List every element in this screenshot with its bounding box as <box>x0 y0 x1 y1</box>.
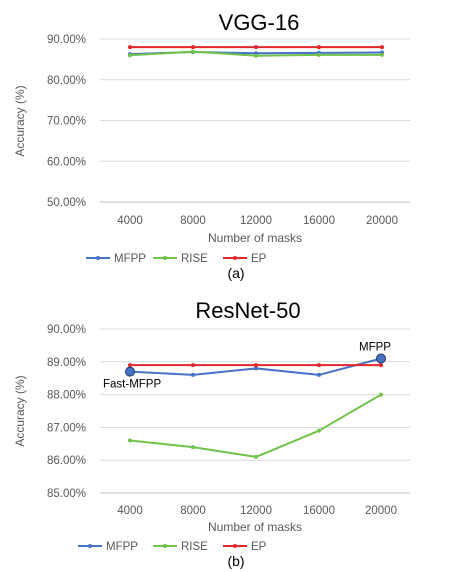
chart-a-caption: (a) <box>227 265 244 281</box>
chart-b-title: ResNet-50 <box>195 298 300 323</box>
y-tick-label: 60.00% <box>47 156 86 168</box>
data-point-ep <box>254 363 258 368</box>
chart-b-y-axis-label: Accuracy (%) <box>13 375 27 446</box>
data-point-ep <box>128 363 132 368</box>
chart-b-series <box>128 356 383 459</box>
legend-marker <box>163 256 167 260</box>
annotation-label: Fast-MFPP <box>103 379 161 391</box>
chart-a-title: VGG-16 <box>219 10 300 35</box>
data-point-mfpp <box>191 372 195 377</box>
data-point-rise <box>317 52 321 57</box>
legend-label: RISE <box>181 541 208 553</box>
data-point-ep <box>317 363 321 368</box>
chart-b-x-axis-label: Number of masks <box>208 520 302 534</box>
legend-label: RISE <box>181 253 208 265</box>
y-tick-label: 87.00% <box>47 422 86 434</box>
chart-a-y-ticks: 50.00% 60.00% 70.00% 80.00% 90.00% <box>47 34 86 209</box>
data-point-rise <box>191 49 195 54</box>
chart-b-y-ticks: 85.00% 86.00% 87.00% 88.00% 89.00% 90.00% <box>47 324 86 500</box>
x-tick-label: 8000 <box>180 505 206 517</box>
chart-a-x-axis-label: Number of masks <box>208 231 302 245</box>
data-point-rise <box>128 438 132 443</box>
data-point-rise <box>317 428 321 433</box>
x-tick-label: 16000 <box>303 215 335 227</box>
legend-marker <box>96 256 100 260</box>
x-tick-label: 4000 <box>117 215 143 227</box>
data-point-rise <box>191 445 195 450</box>
legend-label: MFPP <box>114 253 146 265</box>
y-tick-label: 88.00% <box>47 390 86 402</box>
chart-a-x-ticks: 4000 8000 12000 16000 20000 <box>117 215 398 227</box>
legend-marker <box>163 544 167 548</box>
legend-marker <box>88 544 92 548</box>
legend-label: MFPP <box>106 541 138 553</box>
data-point-rise <box>254 454 258 459</box>
y-tick-label: 70.00% <box>47 116 86 128</box>
data-point-ep <box>254 45 258 50</box>
chart-b-x-ticks: 4000 8000 12000 16000 20000 <box>117 505 397 517</box>
legend-marker <box>233 256 237 260</box>
chart-b-legend: MFPP RISE EP <box>78 541 267 553</box>
legend-marker <box>233 544 237 548</box>
x-tick-label: 20000 <box>365 505 397 517</box>
x-tick-label: 4000 <box>117 505 143 517</box>
chart-a-gridlines <box>100 38 410 203</box>
chart-b-gridlines <box>100 328 410 494</box>
chart-a-series <box>128 45 384 58</box>
chart-vgg16: VGG-16 50.00% 60.00% 70.00% 80.00% 90.00% 40… <box>13 10 410 281</box>
y-tick-label: 90.00% <box>47 324 86 336</box>
x-tick-label: 12000 <box>240 215 272 227</box>
data-point-rise <box>254 53 258 58</box>
chart-resnet50: ResNet-50 85.00% 86.00% 87.00% 88.00% 89.00%… <box>13 298 410 569</box>
data-point-rise <box>128 53 132 58</box>
annotation-marker <box>376 353 386 364</box>
y-tick-label: 89.00% <box>47 357 86 369</box>
data-point-ep <box>191 45 195 50</box>
x-tick-label: 20000 <box>366 215 398 227</box>
series-line-rise <box>129 393 382 458</box>
legend-label: EP <box>251 541 267 553</box>
data-point-ep <box>128 45 132 50</box>
data-point-mfpp <box>254 366 258 371</box>
data-point-mfpp <box>317 372 321 377</box>
chart-a-y-axis-label: Accuracy (%) <box>13 85 27 156</box>
y-tick-label: 85.00% <box>47 488 86 500</box>
chart-b-caption: (b) <box>227 553 244 569</box>
data-point-ep <box>380 45 384 50</box>
data-point-ep <box>379 363 383 368</box>
y-tick-label: 90.00% <box>47 34 86 46</box>
data-point-ep <box>317 45 321 50</box>
y-tick-label: 86.00% <box>47 455 86 467</box>
x-tick-label: 8000 <box>180 215 206 227</box>
data-point-rise <box>380 52 384 57</box>
y-tick-label: 50.00% <box>47 197 86 209</box>
chart-a-legend: MFPP RISE EP <box>86 253 267 265</box>
x-tick-label: 16000 <box>303 505 335 517</box>
annotation-marker <box>125 366 135 377</box>
y-tick-label: 80.00% <box>47 75 86 87</box>
annotation-label: MFPP <box>359 342 391 354</box>
data-point-rise <box>379 392 383 397</box>
x-tick-label: 12000 <box>240 505 272 517</box>
data-point-ep <box>191 363 195 368</box>
chart-b-annotations: Fast-MFPP MFPP <box>103 342 391 391</box>
legend-label: EP <box>251 253 267 265</box>
